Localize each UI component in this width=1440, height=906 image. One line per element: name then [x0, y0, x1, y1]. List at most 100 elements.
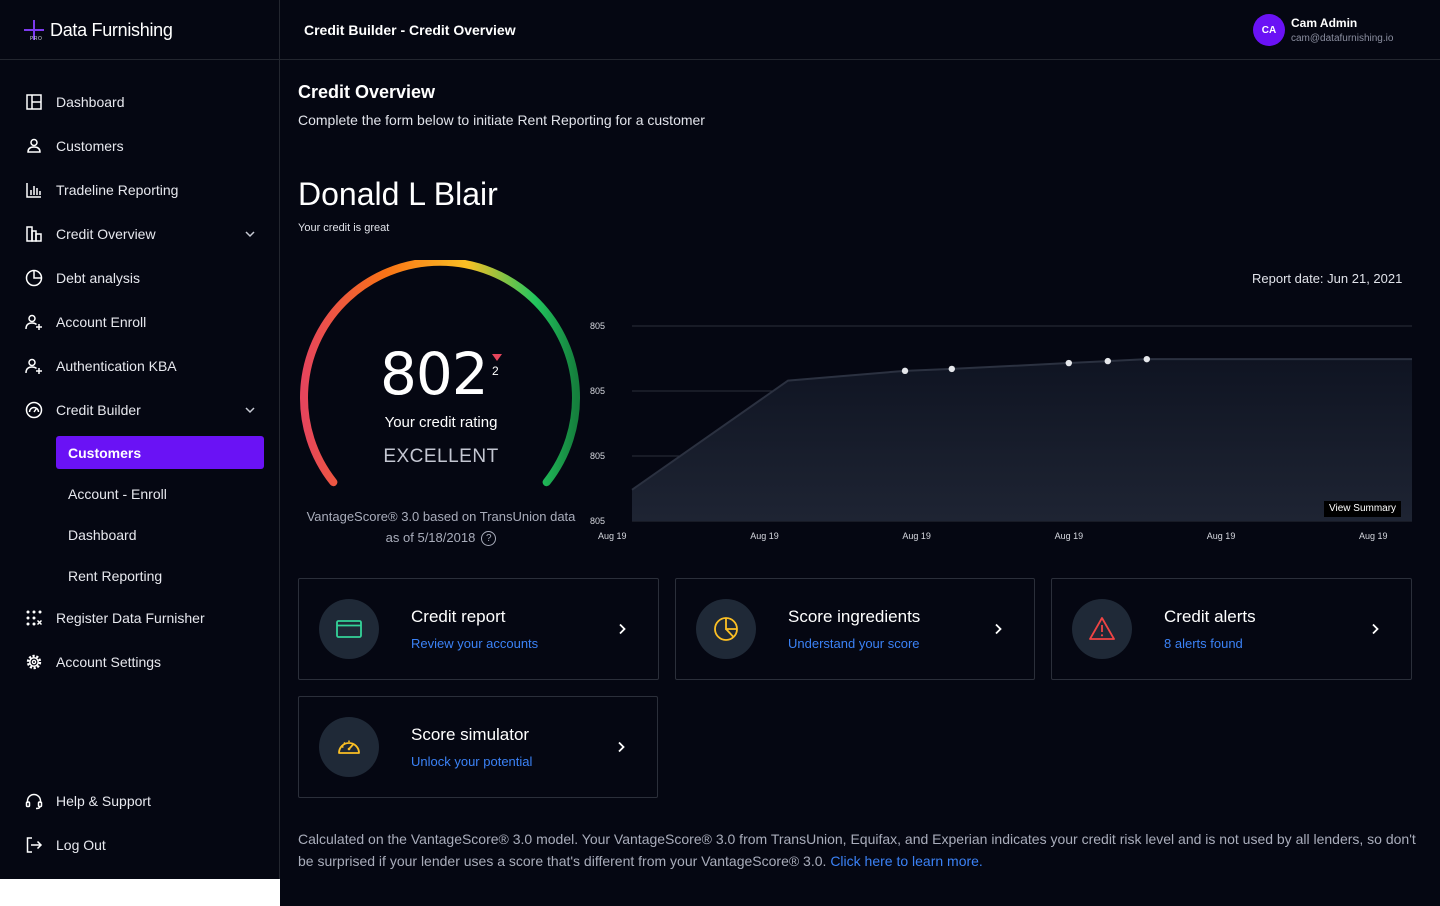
x-tick-label: Aug 19 [902, 531, 931, 541]
pie-chart-icon [714, 617, 738, 641]
chevron-right-icon [995, 623, 1002, 635]
sidebar-item-label: Account Settings [56, 654, 162, 670]
score-change-down-icon [492, 354, 502, 361]
gauge-icon [22, 398, 46, 422]
credit-score-value: 802 [380, 340, 489, 408]
sidebar-subitem-dashboard[interactable]: Dashboard [56, 518, 264, 551]
user-name: Cam Admin [1291, 16, 1358, 30]
sidebar-item-account-settings[interactable]: Account Settings [22, 640, 262, 684]
card-icon-circle [1072, 599, 1132, 659]
sidebar-item-debt-analysis[interactable]: Debt analysis [22, 256, 262, 300]
vantage-note-line1: VantageScore® 3.0 based on TransUnion da… [306, 509, 576, 524]
sidebar-item-label: Credit Builder [56, 402, 141, 418]
sidebar-item-label: Register Data Furnisher [56, 610, 205, 626]
customer-name: Donald L Blair [298, 176, 498, 212]
card-link[interactable]: Understand your score [788, 636, 920, 651]
card-score-ingredients[interactable]: Score ingredients Understand your score [675, 578, 1035, 680]
main-content: Credit Overview Complete the form below … [280, 60, 1440, 906]
user-plus-icon [22, 354, 46, 378]
speedometer-icon [338, 740, 360, 754]
card-link[interactable]: 8 alerts found [1164, 636, 1243, 651]
card-title: Score simulator [411, 725, 530, 744]
card-credit-alerts[interactable]: Credit alerts 8 alerts found [1051, 578, 1412, 680]
chart-data-point [948, 365, 955, 373]
sidebar-subitem-rent-reporting[interactable]: Rent Reporting [56, 559, 264, 592]
y-tick-label: 805 [590, 451, 605, 461]
sidebar-item-label: Customers [56, 138, 124, 154]
chart-data-point [1065, 359, 1072, 367]
help-circle-icon[interactable]: ? [481, 531, 497, 547]
bar-chart-icon [22, 178, 46, 202]
chart-series-line [631, 358, 1412, 491]
vantage-score-note: VantageScore® 3.0 based on TransUnion da… [294, 506, 588, 548]
sidebar-subitem-label: Account - Enroll [68, 485, 167, 502]
sidebar-item-credit-builder[interactable]: Credit Builder [22, 388, 262, 432]
sidebar-subitem-customers[interactable]: Customers [56, 436, 264, 469]
sidebar-item-customers[interactable]: Customers [22, 124, 262, 168]
x-tick-label: Aug 19 [1359, 531, 1388, 541]
sidebar-item-dashboard[interactable]: Dashboard [22, 80, 262, 124]
sidebar-item-label: Authentication KBA [56, 358, 177, 374]
card-icon-circle [696, 599, 756, 659]
grid-dots-icon [22, 606, 46, 630]
chevron-right-icon [618, 741, 625, 753]
y-tick-label: 805 [590, 321, 605, 331]
score-change-value: 2 [492, 364, 499, 378]
x-tick-label: Aug 19 [750, 531, 779, 541]
x-tick-label: Aug 19 [1207, 531, 1236, 541]
pie-chart-icon [22, 266, 46, 290]
logout-icon [22, 833, 46, 857]
card-icon-circle [319, 599, 379, 659]
chart-data-point [1104, 357, 1111, 365]
card-link[interactable]: Unlock your potential [411, 754, 533, 769]
sidebar-item-log-out[interactable]: Log Out [22, 823, 262, 867]
y-tick-label: 805 [590, 516, 605, 526]
sidebar-item-label: Log Out [56, 837, 106, 853]
card-link[interactable]: Review your accounts [411, 636, 539, 651]
avatar[interactable]: CA [1253, 14, 1285, 46]
sidebar-item-help-support[interactable]: Help & Support [22, 779, 262, 823]
chevron-right-icon [1372, 623, 1379, 635]
brand-logo[interactable]: Data Furnishing [22, 16, 173, 44]
user-icon [22, 134, 46, 158]
sidebar-subitem-account-enroll[interactable]: Account - Enroll [56, 477, 264, 510]
sidebar-item-authentication-kba[interactable]: Authentication KBA [22, 344, 262, 388]
chevron-down-icon[interactable] [242, 226, 258, 242]
sidebar-item-register-data-furnisher[interactable]: Register Data Furnisher [22, 596, 262, 640]
sidebar: Data Furnishing PRO Dashboard Customers … [0, 0, 280, 879]
sidebar-item-label: Debt analysis [56, 270, 141, 286]
chevron-right-icon [619, 623, 626, 635]
credit-rating-value: EXCELLENT [383, 446, 499, 467]
learn-more-link[interactable]: Click here to learn more. [830, 853, 983, 869]
building-chart-icon [22, 222, 46, 246]
sidebar-divider [0, 59, 280, 60]
gear-icon [22, 650, 46, 674]
chart-area [632, 359, 1412, 521]
sidebar-subitem-label: Rent Reporting [68, 567, 163, 584]
sidebar-item-label: Tradeline Reporting [56, 182, 179, 198]
x-tick-label: Aug 19 [598, 531, 627, 541]
user-plus-icon [22, 310, 46, 334]
card-credit-report[interactable]: Credit report Review your accounts [298, 578, 659, 680]
sidebar-item-account-enroll[interactable]: Account Enroll [22, 300, 262, 344]
sidebar-item-label: Dashboard [56, 94, 125, 110]
sidebar-item-label: Credit Overview [56, 226, 156, 242]
disclaimer-text: Calculated on the VantageScore® 3.0 mode… [298, 831, 1416, 869]
card-icon-circle [319, 717, 379, 777]
user-email: cam@datafurnishing.io [1291, 33, 1394, 44]
vantage-score-disclaimer: Calculated on the VantageScore® 3.0 mode… [298, 828, 1418, 872]
y-tick-label: 805 [590, 386, 605, 396]
sidebar-subitem-label: Dashboard [68, 526, 137, 543]
brand-plus-icon [24, 20, 44, 40]
sidebar-item-tradeline-reporting[interactable]: Tradeline Reporting [22, 168, 262, 212]
sidebar-item-label: Account Enroll [56, 314, 147, 330]
vantage-note-line2: as of 5/18/2018 [385, 530, 476, 545]
top-header: Credit Builder - Credit Overview CA Cam … [280, 0, 1440, 60]
view-summary-button[interactable]: View Summary [1324, 501, 1402, 517]
chevron-down-icon[interactable] [242, 402, 258, 418]
sidebar-item-credit-overview[interactable]: Credit Overview [22, 212, 262, 256]
page-title: Credit Overview [298, 82, 436, 102]
card-score-simulator[interactable]: Score simulator Unlock your potential [298, 696, 658, 798]
brand-tier: PRO [30, 36, 43, 42]
card-title: Score ingredients [788, 607, 921, 626]
